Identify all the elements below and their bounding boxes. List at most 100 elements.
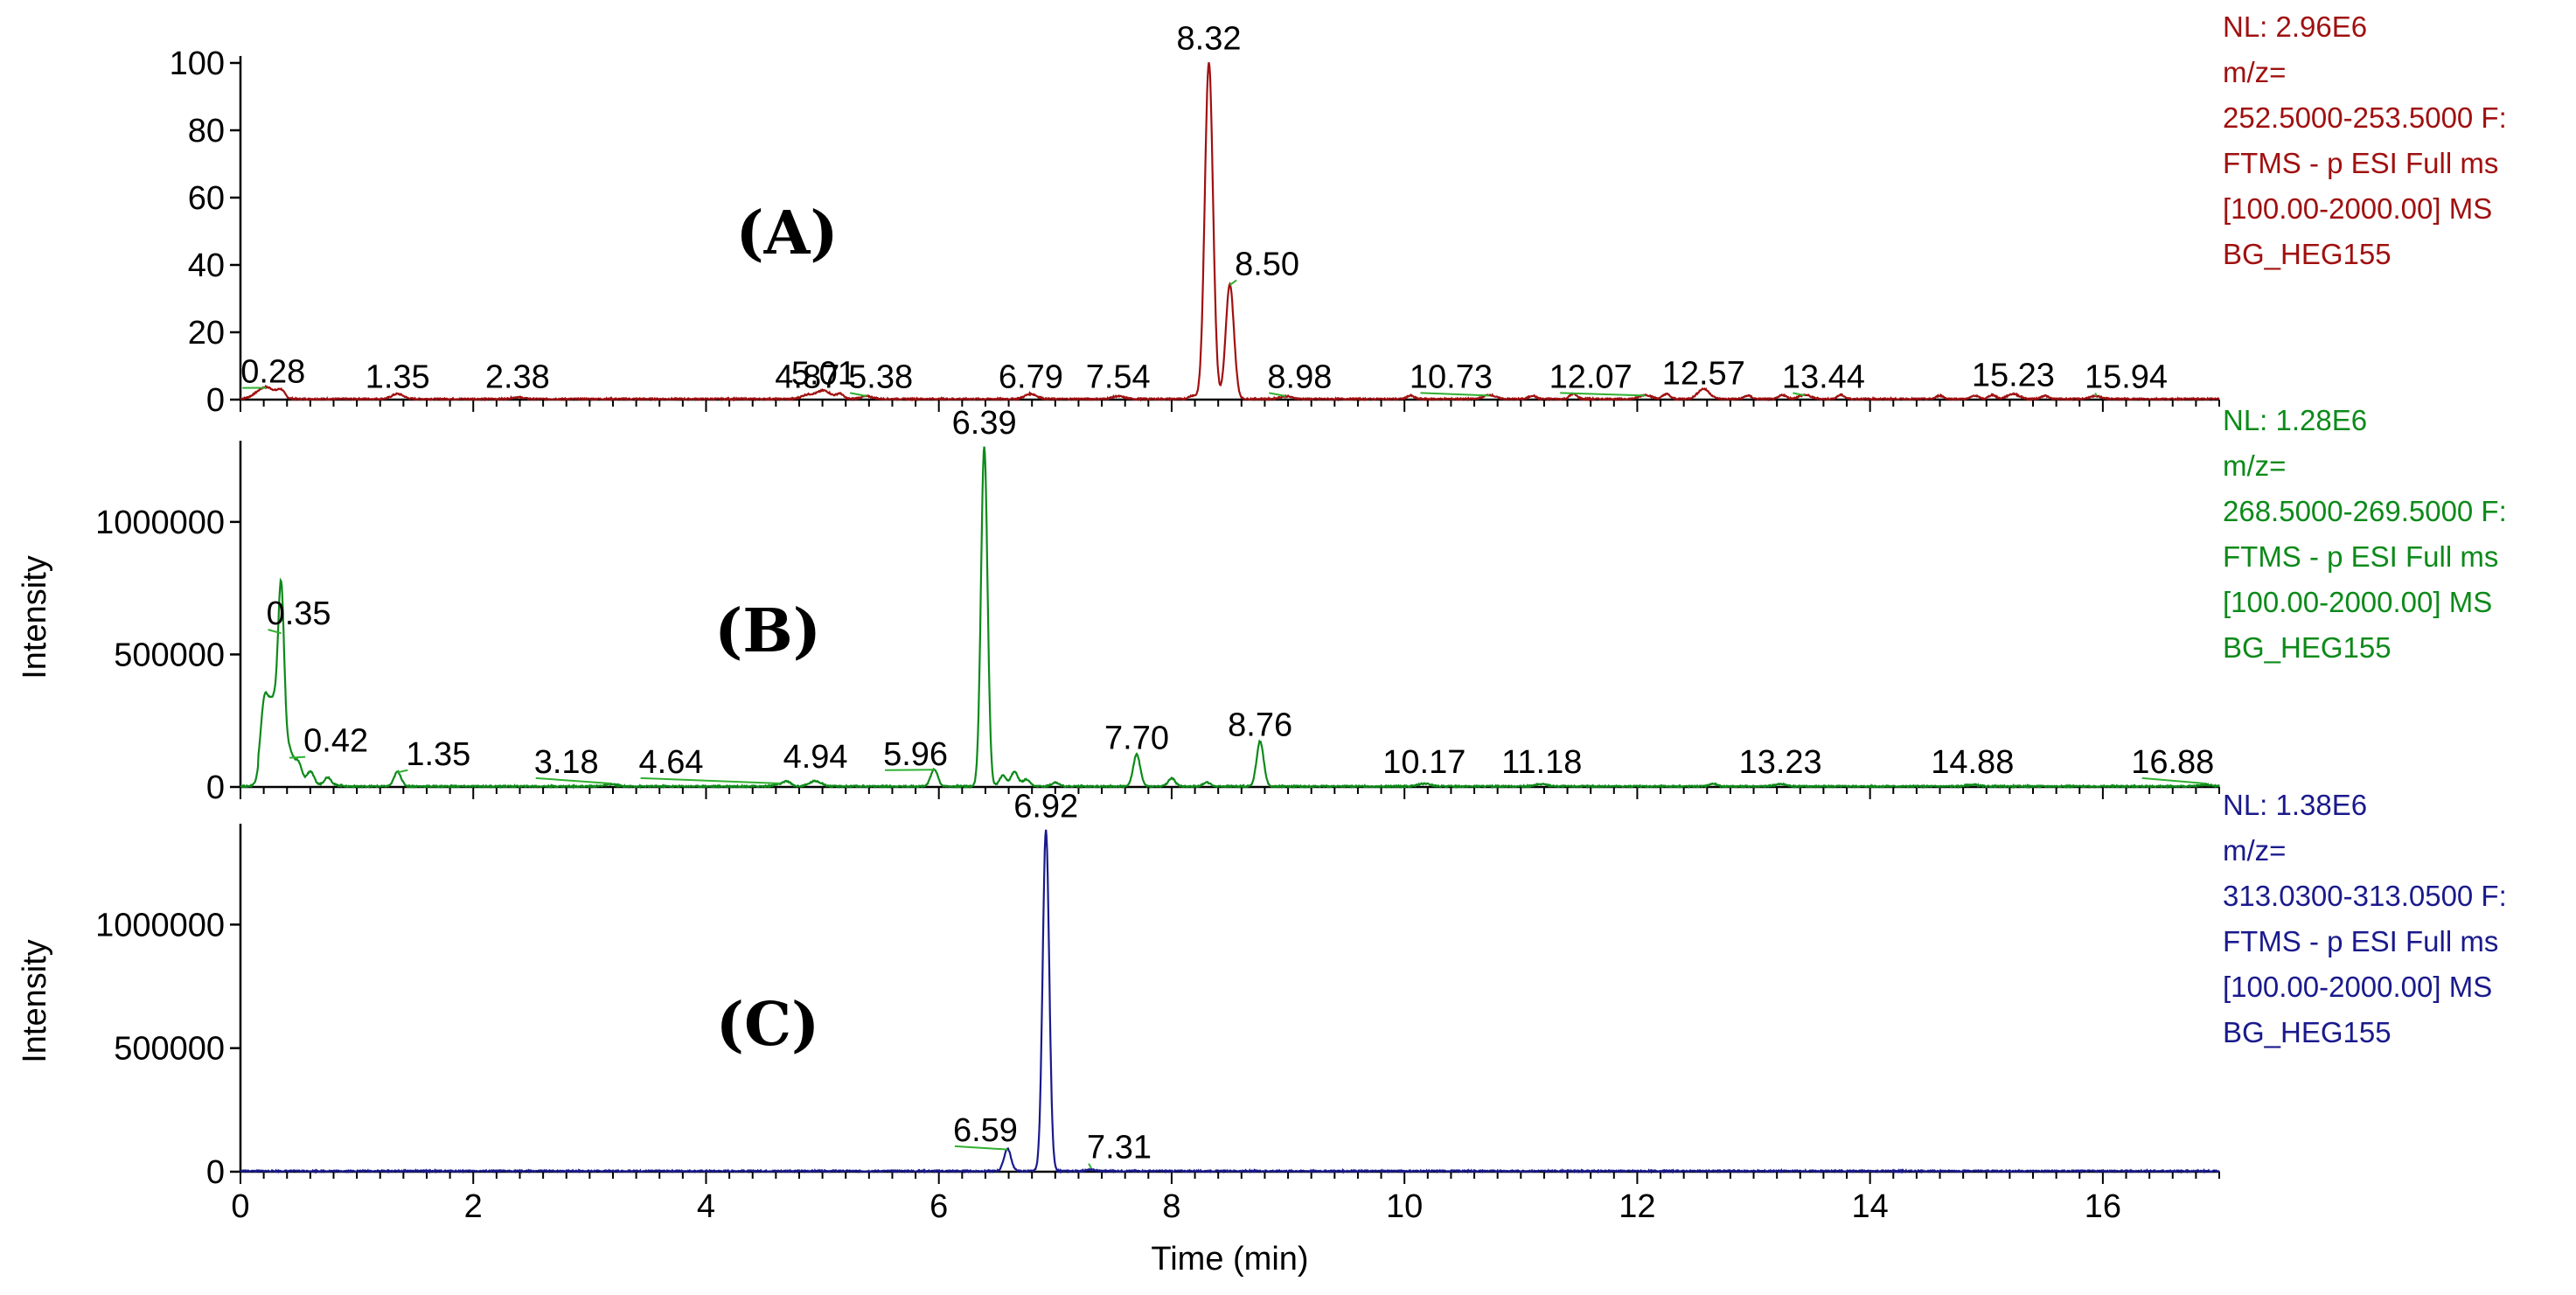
scan-info-line: FTMS - p ESI Full ms — [2223, 925, 2498, 957]
scan-info-line: FTMS - p ESI Full ms — [2223, 540, 2498, 573]
y-axis-title: Intensity — [17, 939, 53, 1063]
peak-leader-line — [1269, 392, 1286, 397]
y-tick-label: 500000 — [114, 1031, 225, 1068]
scan-info-line: FTMS - p ESI Full ms — [2223, 147, 2498, 179]
peak-label: 1.35 — [397, 736, 470, 774]
peak-label: 13.44 — [1782, 359, 1865, 397]
y-tick-label: 1000000 — [95, 907, 225, 943]
scan-info-line: [100.00-2000.00] MS — [2223, 192, 2492, 225]
peak-leader-line — [1229, 279, 1237, 286]
scan-info-line: 252.5000-253.5000 F: — [2223, 101, 2507, 134]
peak-rt-label: 6.39 — [952, 405, 1017, 442]
peak-leader-line — [1560, 392, 1646, 397]
peak-rt-label: 16.88 — [2131, 744, 2214, 781]
peak-rt-label: 5.01 — [791, 356, 856, 393]
scan-info: NL: 2.96E6 m/z= 252.5000-253.5000 F: FTMS -… — [2223, 10, 2507, 270]
scan-info-line: NL: 2.96E6 — [2223, 10, 2367, 43]
peak-label: 6.39 — [952, 405, 1017, 442]
peak-rt-label: 1.35 — [406, 736, 470, 773]
peak-rt-label: 6.59 — [953, 1112, 1018, 1149]
y-tick-label: 20 — [188, 315, 225, 352]
peak-leader-line — [289, 755, 306, 759]
peak-leader-line — [1088, 1163, 1092, 1169]
peak-rt-label: 8.76 — [1228, 707, 1292, 743]
peak-rt-label: 12.07 — [1549, 359, 1633, 395]
y-tick-label: 1000000 — [95, 505, 225, 541]
y-tick-label: 40 — [188, 247, 225, 284]
peak-rt-label: 5.38 — [848, 359, 913, 395]
y-axis-title: Intensity — [17, 555, 53, 679]
scan-info-line: m/z= — [2223, 449, 2286, 482]
peak-label: 6.79 — [999, 359, 1063, 395]
x-ticks — [240, 787, 2220, 799]
peak-rt-label: 5.96 — [883, 736, 948, 773]
peak-label: 13.23 — [1739, 744, 1822, 781]
x-ticks — [240, 400, 2220, 412]
x-tick-label: 8 — [1162, 1188, 1180, 1225]
scan-info-line: NL: 1.28E6 — [2223, 404, 2367, 436]
panel-letter: (B) — [714, 596, 821, 666]
peak-label: 5.01 — [791, 356, 856, 393]
peak-leader-line — [2141, 776, 2206, 784]
peak-label: 5.38 — [848, 359, 913, 397]
peak-rt-label: 4.94 — [783, 739, 848, 776]
scan-info-line: m/z= — [2223, 56, 2286, 88]
peak-label: 8.32 — [1177, 20, 1242, 57]
peak-label: 0.35 — [267, 595, 331, 635]
peak-leader-line — [397, 769, 408, 774]
peak-rt-label: 1.35 — [366, 359, 430, 395]
peak-rt-label: 8.32 — [1177, 20, 1242, 57]
peak-rt-label: 10.17 — [1382, 744, 1466, 781]
peak-label: 0.28 — [240, 354, 305, 391]
y-tick-label: 0 — [206, 1154, 225, 1191]
peak-leader-line — [849, 392, 867, 397]
peak-leader-line — [535, 776, 611, 784]
scan-info-line: [100.00-2000.00] MS — [2223, 971, 2492, 1003]
panel-letter: (A) — [735, 198, 838, 268]
peak-rt-label: 6.79 — [999, 359, 1063, 395]
peak-rt-label: 4.87 — [775, 359, 839, 395]
scan-info: NL: 1.38E6 m/z= 313.0300-313.0500 F: FTMS -… — [2223, 789, 2507, 1048]
peak-label: 3.18 — [534, 744, 611, 784]
scan-info-line: [100.00-2000.00] MS — [2223, 586, 2492, 618]
peak-rt-label: 12.57 — [1662, 356, 1745, 393]
x-tick-label: 2 — [464, 1188, 483, 1225]
peak-label: 6.92 — [1013, 789, 1078, 825]
trace-line — [240, 829, 2220, 1174]
scan-info-line: NL: 1.38E6 — [2223, 789, 2367, 821]
peak-label: 4.64 — [639, 744, 781, 784]
peak-rt-label: 10.73 — [1410, 359, 1493, 395]
peak-label: 0.42 — [289, 723, 368, 760]
peak-label: 8.50 — [1229, 246, 1299, 286]
scan-info-line: m/z= — [2223, 834, 2286, 867]
x-tick-label: 0 — [231, 1188, 249, 1225]
x-tick-label: 10 — [1386, 1188, 1423, 1225]
peak-label: 1.35 — [366, 359, 430, 395]
peak-label: 14.88 — [1931, 744, 2014, 781]
peak-rt-label: 15.23 — [1972, 357, 2055, 393]
y-tick-label: 0 — [206, 382, 225, 419]
peak-rt-label: 7.54 — [1086, 359, 1151, 395]
peak-label: 10.17 — [1382, 744, 1466, 781]
peak-label: 7.70 — [1104, 721, 1169, 757]
peak-rt-label: 6.92 — [1013, 789, 1078, 825]
x-tick-label: 16 — [2085, 1188, 2121, 1225]
peak-rt-label: 8.50 — [1235, 246, 1299, 282]
scan-info: NL: 1.28E6 m/z= 268.5000-269.5000 F: FTMS -… — [2223, 404, 2507, 664]
panel-letter: (C) — [716, 990, 819, 1060]
x-tick-label: 14 — [1852, 1188, 1889, 1225]
peak-rt-label: 4.64 — [639, 744, 704, 781]
peak-label: 8.76 — [1228, 707, 1292, 743]
scan-info-line: 268.5000-269.5000 F: — [2223, 495, 2507, 527]
peak-rt-label: 7.31 — [1087, 1130, 1152, 1166]
peak-label: 15.94 — [2085, 359, 2168, 397]
y-tick-label: 500000 — [114, 637, 225, 673]
peak-leader-line — [1420, 392, 1490, 397]
scan-info-line: BG_HEG155 — [2223, 238, 2392, 270]
peak-rt-label: 11.18 — [1501, 744, 1582, 781]
peak-label: 10.73 — [1410, 359, 1493, 397]
peak-label: 7.31 — [1087, 1130, 1152, 1169]
x-tick-label: 12 — [1619, 1188, 1655, 1225]
panel-1: 0 20 40 60 80 100 0.28 1.35 2.38 4.875.015.38 6.79… — [170, 10, 2507, 419]
